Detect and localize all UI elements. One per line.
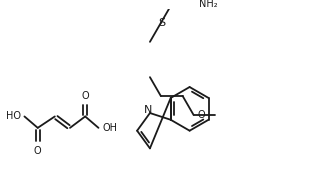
Text: S: S [158,18,165,28]
Text: OH: OH [102,123,117,133]
Text: O: O [81,90,89,101]
Text: O: O [197,110,205,120]
Text: O: O [34,146,42,156]
Text: HO: HO [6,111,21,121]
Text: NH₂: NH₂ [199,0,218,9]
Text: N: N [144,105,152,115]
